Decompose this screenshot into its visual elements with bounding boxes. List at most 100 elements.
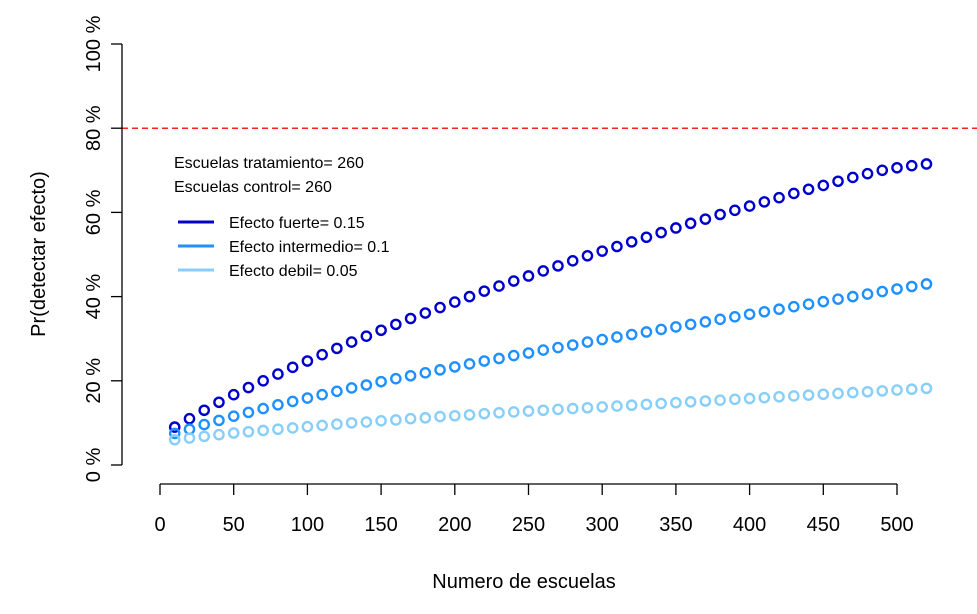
data-point bbox=[670, 396, 682, 409]
data-point bbox=[419, 412, 432, 424]
data-point bbox=[743, 392, 756, 405]
y-tick-label: 20 % bbox=[83, 358, 105, 404]
data-point bbox=[493, 406, 505, 419]
data-point bbox=[345, 382, 358, 394]
data-point bbox=[316, 388, 328, 401]
data-point bbox=[684, 217, 697, 230]
data-point bbox=[729, 204, 741, 217]
y-tick-label: 40 % bbox=[83, 274, 105, 320]
data-point bbox=[227, 410, 240, 422]
data-point bbox=[183, 412, 196, 425]
data-point bbox=[611, 240, 623, 253]
data-point bbox=[743, 200, 756, 212]
data-point bbox=[699, 395, 712, 407]
data-point bbox=[478, 285, 491, 297]
data-point bbox=[788, 187, 800, 200]
data-point bbox=[596, 333, 609, 346]
data-point bbox=[375, 324, 387, 337]
data-point bbox=[581, 249, 594, 262]
data-point bbox=[272, 423, 284, 436]
data-point bbox=[802, 298, 815, 310]
data-point bbox=[773, 303, 785, 316]
data-point bbox=[301, 420, 314, 433]
annotation-treatment: Escuelas tratamiento= 260 bbox=[174, 155, 364, 172]
data-point bbox=[846, 171, 859, 184]
data-point bbox=[404, 369, 417, 382]
x-tick-label: 250 bbox=[512, 514, 545, 536]
data-point bbox=[168, 421, 181, 433]
data-point bbox=[316, 348, 328, 361]
data-point bbox=[832, 387, 844, 400]
data-point bbox=[434, 364, 446, 376]
data-point bbox=[655, 226, 667, 239]
x-tick-label: 400 bbox=[733, 514, 766, 536]
data-point bbox=[507, 275, 520, 287]
data-point bbox=[331, 418, 343, 430]
data-point bbox=[434, 301, 446, 314]
data-point bbox=[522, 405, 535, 417]
data-point bbox=[183, 432, 196, 444]
data-point bbox=[581, 401, 594, 414]
data-point bbox=[360, 379, 373, 391]
data-point bbox=[257, 402, 269, 415]
data-point bbox=[463, 358, 476, 370]
data-point bbox=[655, 323, 667, 336]
data-point bbox=[507, 349, 520, 362]
data-point bbox=[846, 386, 859, 399]
data-point bbox=[802, 183, 815, 196]
data-point bbox=[817, 179, 830, 192]
data-point bbox=[345, 336, 358, 348]
data-point bbox=[463, 409, 476, 421]
data-point bbox=[876, 385, 889, 397]
data-point bbox=[729, 393, 741, 406]
data-point bbox=[478, 407, 491, 420]
data-point bbox=[390, 372, 402, 385]
data-point bbox=[198, 418, 211, 431]
x-tick-label: 50 bbox=[223, 514, 245, 536]
annotation-control: Escuelas control= 260 bbox=[174, 179, 332, 196]
data-point bbox=[552, 403, 564, 416]
data-point bbox=[684, 318, 697, 331]
data-point bbox=[596, 245, 609, 257]
data-point bbox=[272, 398, 284, 411]
data-point bbox=[758, 391, 771, 404]
data-point bbox=[522, 270, 535, 282]
data-point bbox=[331, 385, 343, 398]
legend-label-strong: Efecto fuerte= 0.15 bbox=[229, 215, 365, 232]
data-point bbox=[213, 428, 225, 441]
data-point bbox=[920, 382, 933, 395]
legend: Escuelas tratamiento= 260 Escuelas contr… bbox=[174, 155, 390, 280]
y-tick-label: 60 % bbox=[83, 189, 105, 235]
data-point bbox=[242, 425, 255, 438]
data-point bbox=[861, 288, 874, 300]
data-point bbox=[891, 384, 903, 396]
data-point bbox=[788, 390, 800, 402]
data-point bbox=[714, 208, 726, 221]
data-point bbox=[596, 401, 609, 413]
data-point bbox=[493, 352, 505, 365]
data-point bbox=[227, 427, 240, 439]
data-point bbox=[537, 404, 550, 417]
data-point bbox=[625, 399, 638, 412]
data-point bbox=[729, 311, 741, 323]
data-point bbox=[242, 406, 255, 419]
data-point bbox=[198, 430, 211, 443]
data-point bbox=[448, 361, 461, 373]
y-tick-label: 80 % bbox=[83, 105, 105, 151]
data-point bbox=[507, 406, 520, 418]
data-point bbox=[817, 295, 830, 308]
data-point bbox=[168, 433, 181, 446]
y-axis-title: Pr(detectar efecto) bbox=[28, 171, 50, 337]
data-point bbox=[773, 191, 785, 204]
data-point bbox=[625, 328, 638, 341]
data-point bbox=[213, 414, 225, 427]
data-point bbox=[655, 397, 667, 410]
data-point bbox=[419, 367, 432, 379]
data-point bbox=[286, 361, 299, 374]
data-point bbox=[891, 283, 903, 295]
x-tick-label: 100 bbox=[291, 514, 324, 536]
data-point bbox=[714, 394, 726, 406]
data-point bbox=[257, 374, 269, 387]
data-point bbox=[640, 231, 653, 244]
